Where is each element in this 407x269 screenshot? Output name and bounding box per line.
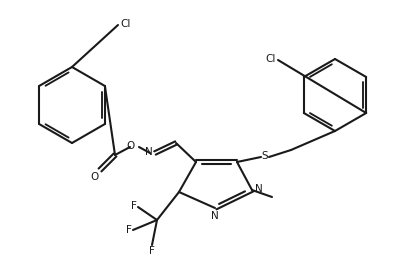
Text: Cl: Cl [266, 54, 276, 64]
Text: O: O [91, 172, 99, 182]
Text: Cl: Cl [120, 19, 130, 29]
Text: N: N [255, 184, 263, 194]
Text: O: O [127, 141, 135, 151]
Text: N: N [145, 147, 153, 157]
Text: F: F [131, 201, 137, 211]
Text: F: F [126, 225, 132, 235]
Text: F: F [149, 246, 155, 256]
Text: N: N [211, 211, 219, 221]
Text: S: S [262, 151, 268, 161]
